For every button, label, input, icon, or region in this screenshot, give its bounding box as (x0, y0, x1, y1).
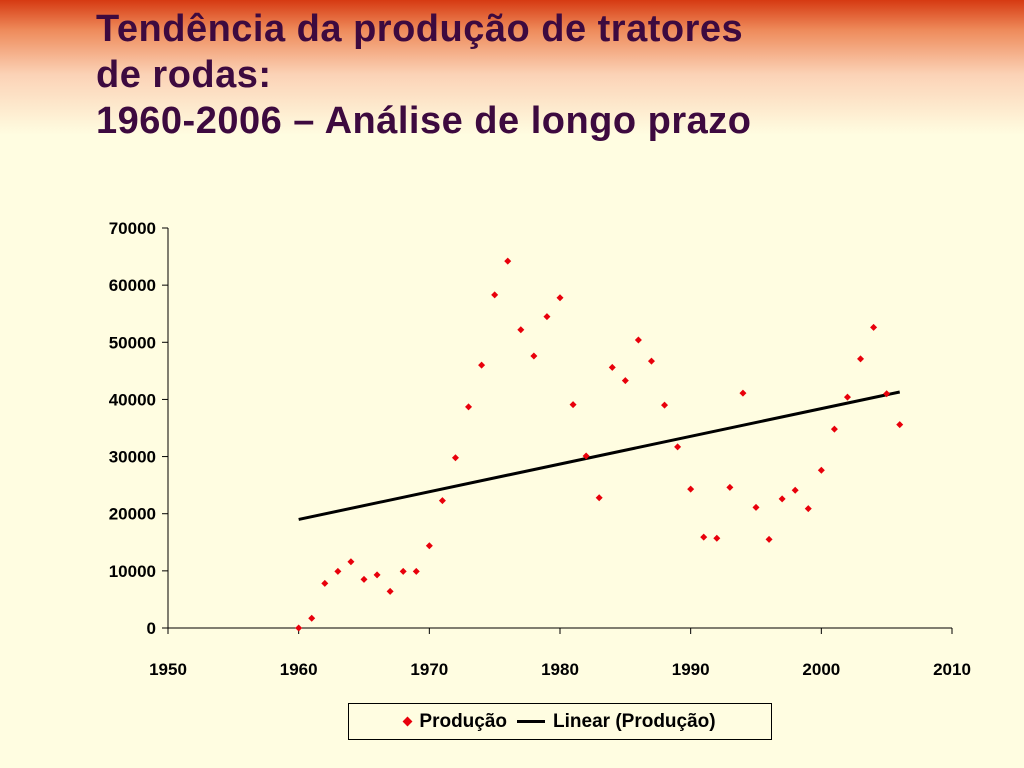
legend-item-producao: Produção (402, 710, 508, 733)
chart-legend: Produção Linear (Produção) (348, 703, 772, 740)
data-point (465, 403, 473, 411)
data-point (321, 579, 329, 587)
data-point (438, 497, 446, 505)
data-point (857, 355, 865, 363)
data-point (360, 575, 368, 583)
data-point (739, 389, 747, 397)
data-point (843, 393, 851, 401)
title-line-2: de rodas: (96, 54, 272, 96)
data-point (713, 534, 721, 542)
title-line-1: Tendência da produção de tratores (96, 8, 744, 50)
data-point (700, 533, 708, 541)
title-gradient-band (0, 0, 1024, 135)
trendline-group (298, 390, 901, 521)
y-tick-label: 50000 (109, 333, 156, 352)
data-point (386, 587, 394, 595)
legend-label-linear: Linear (Produção) (553, 710, 716, 732)
data-point (817, 466, 825, 474)
data-point (334, 567, 342, 575)
data-points-group (295, 257, 904, 632)
data-point (451, 454, 459, 462)
data-point (543, 313, 551, 321)
data-point (765, 535, 773, 543)
x-tick-label: 1970 (410, 660, 448, 679)
y-tick-label: 60000 (109, 276, 156, 295)
legend-item-linear: Linear (Produção) (517, 711, 716, 733)
y-tick-label: 0 (147, 619, 156, 638)
data-point (308, 614, 316, 622)
data-point (778, 495, 786, 503)
data-point (608, 363, 616, 371)
title-line-3: 1960-2006 – Análise de longo prazo (96, 100, 752, 142)
data-point (412, 567, 420, 575)
data-point (491, 291, 499, 299)
data-point (674, 443, 682, 451)
data-point (726, 483, 734, 491)
data-point (478, 361, 486, 369)
data-point (621, 377, 629, 385)
data-point (896, 421, 904, 429)
x-tick-label: 2010 (933, 660, 971, 679)
data-point (347, 558, 355, 566)
trendline (298, 390, 901, 521)
data-point (556, 294, 564, 302)
data-point (804, 505, 812, 513)
trendline-icon (517, 720, 546, 723)
data-point (295, 624, 303, 632)
data-point (582, 452, 590, 460)
data-point (634, 336, 642, 344)
chart-axes: 0 10000 20000 30000 40000 50000 60000 70000 1950… (109, 219, 971, 679)
y-tick-label: 20000 (109, 505, 156, 524)
x-tick-label: 1980 (541, 660, 579, 679)
data-point (373, 571, 381, 579)
data-point (595, 494, 603, 502)
y-tick-label: 10000 (109, 562, 156, 581)
data-point (530, 352, 538, 360)
data-point (791, 486, 799, 494)
x-tick-label: 1960 (280, 660, 318, 679)
legend-label-producao: Produção (419, 710, 508, 732)
data-point (830, 425, 838, 433)
data-point (504, 257, 512, 265)
data-point (687, 485, 695, 493)
y-tick-label: 40000 (109, 390, 156, 409)
red-diamond-marker-icon (402, 716, 413, 727)
data-point (870, 323, 878, 331)
data-point (883, 390, 891, 398)
slide-title: Tendência da produção de tratores de rod… (96, 6, 1006, 144)
data-point (661, 401, 669, 409)
data-point (569, 401, 577, 409)
data-point (399, 567, 407, 575)
data-point (517, 326, 525, 334)
x-tick-label: 2000 (802, 660, 840, 679)
x-tick-label: 1990 (672, 660, 710, 679)
data-point (425, 542, 433, 550)
data-point (752, 503, 760, 511)
y-tick-label: 30000 (109, 448, 156, 467)
data-point (647, 357, 655, 365)
x-tick-label: 1950 (149, 660, 187, 679)
y-tick-label: 70000 (109, 219, 156, 238)
